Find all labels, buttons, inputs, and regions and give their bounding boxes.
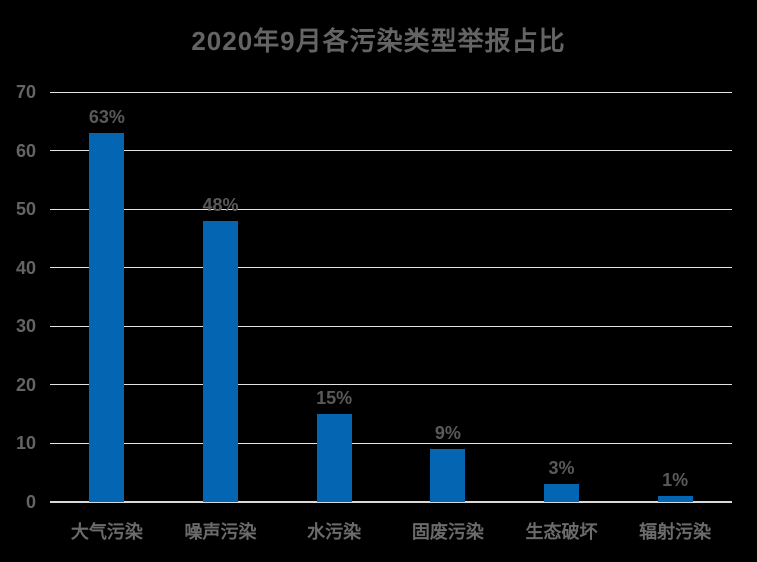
bar-1 bbox=[89, 133, 125, 502]
gridline-40 bbox=[50, 267, 732, 269]
value-label-4: 9% bbox=[434, 423, 461, 444]
gridline-30 bbox=[50, 325, 732, 327]
gridline-60 bbox=[50, 150, 732, 152]
bar-3 bbox=[316, 414, 352, 502]
y-tick-label-60: 60 bbox=[15, 140, 36, 161]
y-tick-label-20: 20 bbox=[15, 374, 36, 395]
y-tick-label-70: 70 bbox=[15, 82, 36, 102]
value-label-3: 15% bbox=[316, 388, 353, 409]
gridline-50 bbox=[50, 208, 732, 210]
y-tick-label-10: 10 bbox=[15, 433, 36, 454]
value-label-2: 48% bbox=[202, 194, 239, 215]
x-category-label-4: 固废污染 bbox=[411, 522, 484, 542]
y-tick-label-50: 50 bbox=[15, 199, 36, 220]
gridline-20 bbox=[50, 384, 732, 386]
y-tick-label-0: 0 bbox=[25, 492, 36, 512]
x-axis-line bbox=[50, 501, 732, 503]
chart-title: 2020年9月各污染类型举报占比 bbox=[191, 26, 566, 56]
gridline-10 bbox=[50, 442, 732, 444]
gridline-70 bbox=[50, 91, 732, 93]
x-category-label-1: 大气污染 bbox=[70, 522, 143, 542]
bar-5 bbox=[544, 484, 579, 502]
bar-6 bbox=[657, 496, 693, 502]
y-tick-label-30: 30 bbox=[15, 316, 36, 337]
value-label-5: 3% bbox=[548, 458, 575, 479]
value-label-6: 1% bbox=[662, 470, 689, 491]
x-category-label-6: 辐射污染 bbox=[639, 522, 712, 542]
bar-2 bbox=[203, 220, 238, 502]
plot-area: 0 10 20 30 40 50 60 70 63% 大气污染 48% 噪声污染 15% 水污染 9% 固废污… bbox=[16, 82, 732, 542]
y-tick-label-40: 40 bbox=[15, 257, 36, 278]
x-category-label-3: 水污染 bbox=[307, 522, 362, 542]
x-category-label-5: 生态破坏 bbox=[525, 522, 598, 542]
x-category-label-2: 噪声污染 bbox=[184, 522, 257, 542]
value-label-1: 63% bbox=[88, 107, 125, 127]
bar-4 bbox=[430, 449, 466, 502]
